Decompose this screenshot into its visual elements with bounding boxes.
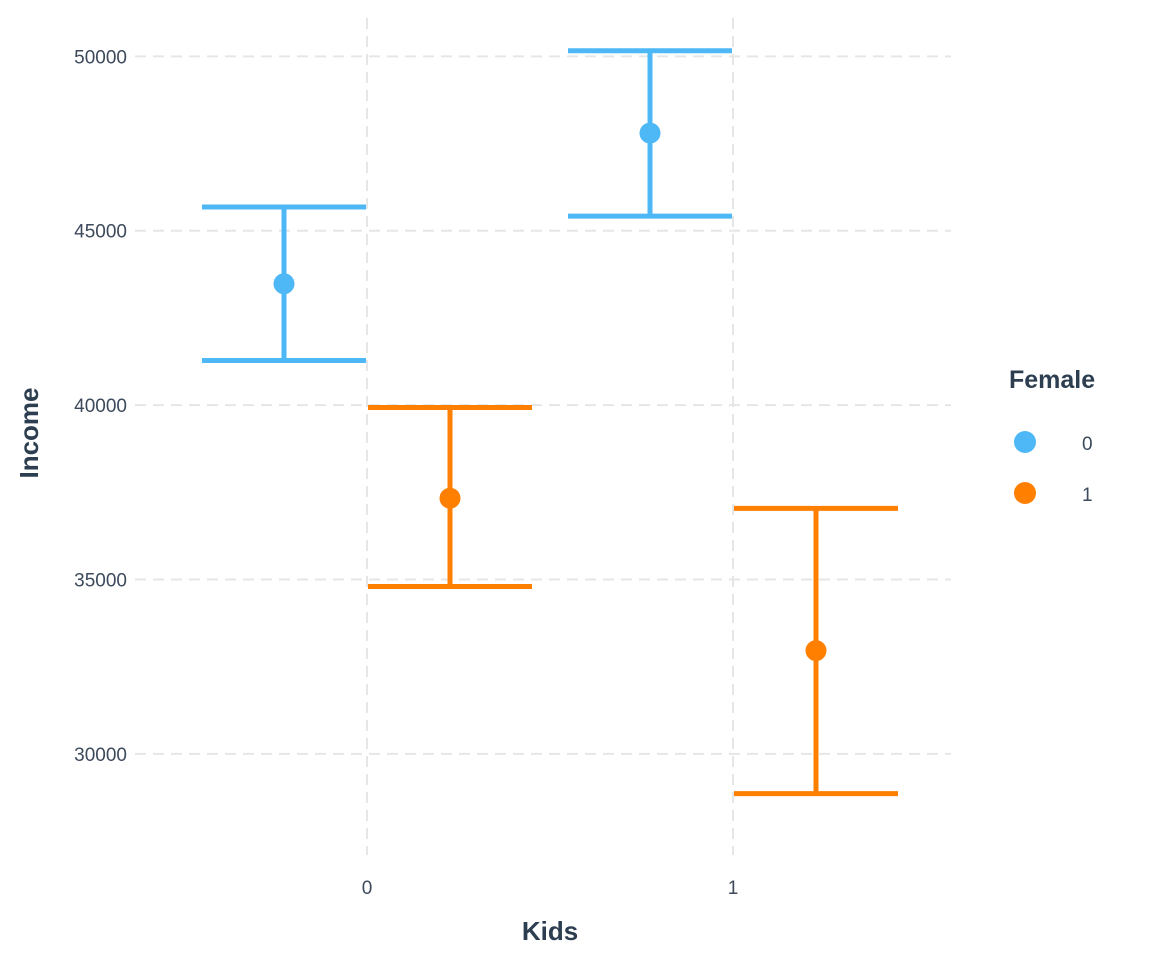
legend-key (1014, 431, 1036, 453)
y-tick-label: 35000 (74, 570, 127, 591)
data-marks (202, 48, 898, 797)
legend-title: Female (1009, 366, 1095, 394)
mean-point (439, 487, 461, 509)
legend: Female 0 1 (1009, 366, 1095, 506)
mean-point (805, 640, 827, 662)
legend-label: 0 (1082, 434, 1093, 455)
mean-point (273, 273, 295, 295)
y-tick-label: 50000 (74, 47, 127, 68)
y-axis-ticks: 30000 35000 40000 45000 50000 (74, 47, 127, 766)
x-tick-label: 0 (362, 878, 373, 899)
mean-point (639, 122, 661, 144)
x-axis-title: Kids (522, 916, 578, 946)
legend-key (1014, 482, 1036, 504)
y-axis-title: Income (14, 387, 44, 478)
legend-label: 1 (1082, 485, 1093, 506)
y-tick-label: 30000 (74, 745, 127, 766)
x-tick-label: 1 (728, 878, 739, 899)
y-tick-label: 40000 (74, 396, 127, 417)
y-tick-label: 45000 (74, 222, 127, 243)
grid (135, 18, 951, 855)
